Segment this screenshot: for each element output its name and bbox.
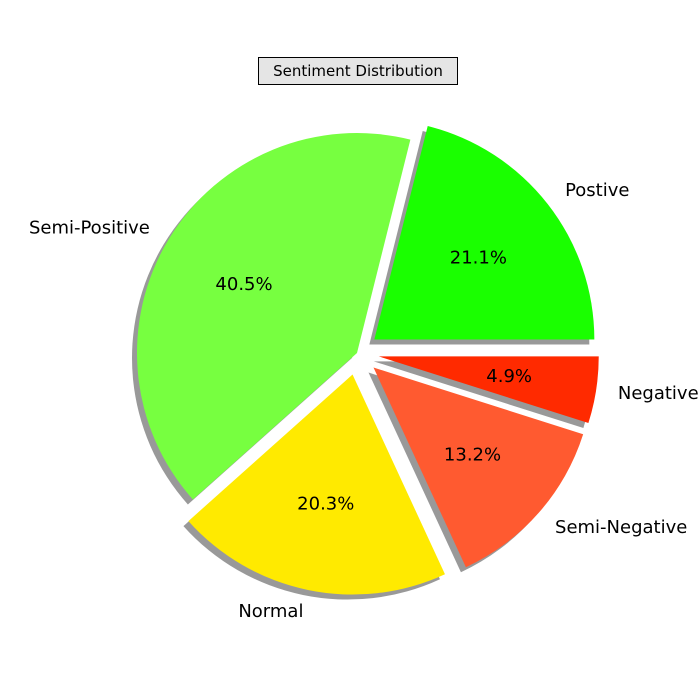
pie-slice-negative	[378, 356, 599, 424]
category-label-semi-positive: Semi-Positive	[29, 217, 150, 238]
category-label-semi-negative: Semi-Negative	[555, 517, 687, 538]
category-label-negative: Negative	[618, 383, 699, 404]
chart-title: Sentiment Distribution	[258, 57, 458, 85]
pie-slice-postive	[374, 126, 595, 340]
pie-slices	[136, 126, 599, 595]
percent-labels: 21.1% 40.5% 20.3% 13.2% 4.9%	[215, 248, 532, 515]
pie-slice-semi-positive	[136, 132, 411, 500]
percent-label-semi-negative: 13.2%	[444, 444, 501, 465]
percent-label-normal: 20.3%	[297, 493, 354, 514]
pie-slice-normal	[188, 374, 445, 595]
category-label-normal: Normal	[238, 601, 303, 622]
pie-slice-semi-negative	[373, 367, 584, 568]
percent-label-semi-positive: 40.5%	[215, 274, 272, 295]
category-label-postive: Postive	[565, 180, 629, 201]
category-labels: Postive Semi-Positive Normal Semi-Negative N…	[29, 180, 699, 622]
percent-label-negative: 4.9%	[486, 366, 532, 387]
percent-label-postive: 21.1%	[450, 248, 507, 269]
